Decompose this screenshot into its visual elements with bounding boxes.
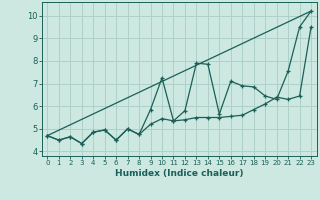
- X-axis label: Humidex (Indice chaleur): Humidex (Indice chaleur): [115, 169, 244, 178]
